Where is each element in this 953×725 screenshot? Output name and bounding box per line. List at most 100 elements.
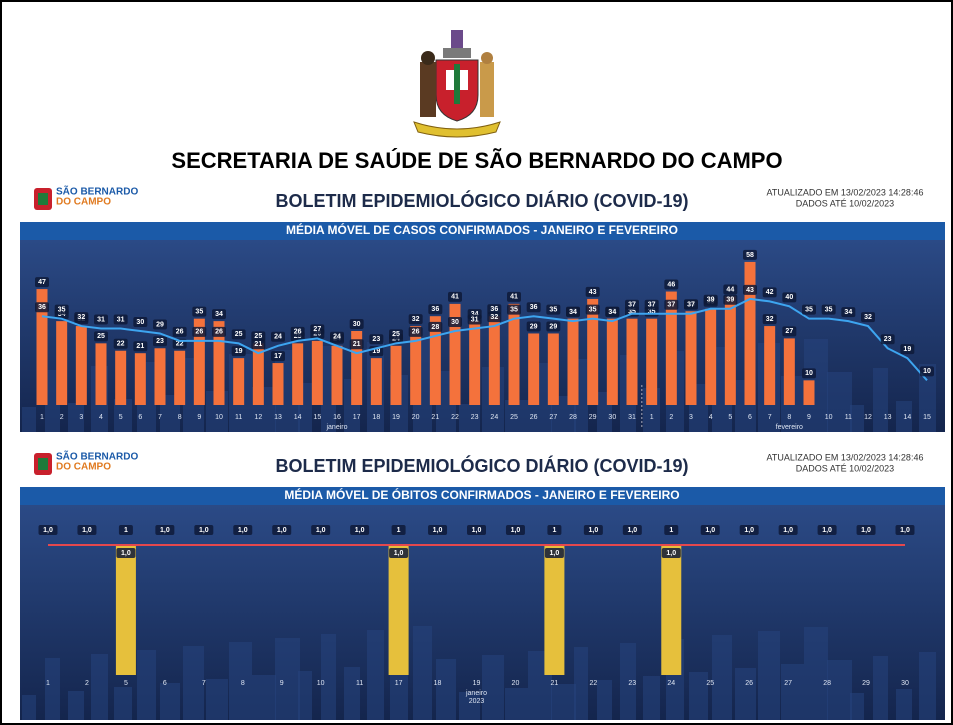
skyline	[620, 643, 636, 720]
brand-line: DO CAMPO	[56, 462, 111, 473]
line-value-label: 26	[215, 329, 223, 336]
label-box	[841, 307, 856, 318]
x-tick-label: 6	[748, 414, 752, 421]
skyline	[252, 675, 276, 720]
line-value-label: 1,0	[588, 527, 598, 534]
bar	[626, 318, 638, 405]
label-box	[544, 548, 564, 558]
x-tick-label: 28	[823, 680, 831, 687]
label-box	[231, 329, 246, 340]
x-tick-label: 23	[628, 680, 636, 687]
bar-value-label: 22	[176, 341, 184, 348]
x-tick-label: 27	[784, 680, 792, 687]
label-box	[700, 525, 720, 535]
line-value-label: 1	[397, 527, 401, 534]
label-box	[778, 525, 798, 535]
skyline	[551, 684, 576, 720]
skyline	[22, 407, 36, 432]
label-box	[900, 344, 915, 355]
skyline	[114, 399, 132, 432]
label-box	[212, 326, 226, 337]
label-box	[94, 331, 108, 342]
x-tick-label: 25	[706, 680, 714, 687]
x-tick-label: 9	[197, 414, 201, 421]
line-value-label: 1	[669, 527, 673, 534]
line-value-label: 35	[825, 307, 833, 314]
x-tick-label: 9	[280, 680, 284, 687]
label-box	[428, 321, 443, 332]
bar	[488, 316, 500, 405]
line-value-label: 1,0	[277, 527, 287, 534]
bar-value-label: 30	[353, 321, 361, 328]
x-tick-label: 26	[745, 680, 753, 687]
bar	[311, 340, 323, 405]
bar	[606, 318, 618, 405]
label-box	[389, 329, 403, 340]
x-tick-label: 8	[241, 680, 245, 687]
label-box	[743, 284, 757, 295]
x-tick-label: 31	[628, 414, 636, 421]
x-tick-label: 11	[356, 680, 363, 687]
label-box	[583, 525, 603, 535]
label-box	[703, 294, 718, 305]
line-value-label: 1,0	[783, 527, 793, 534]
x-tick-label: 30	[901, 680, 909, 687]
label-box	[118, 525, 133, 535]
label-box	[212, 309, 226, 320]
bar	[370, 358, 382, 405]
skyline	[919, 364, 936, 432]
line-value-label: 42	[766, 289, 774, 296]
line-value-label: 34	[569, 309, 577, 316]
bar	[508, 303, 520, 405]
x-tick-label: 15	[313, 414, 321, 421]
skyline	[183, 646, 204, 720]
skyline	[229, 642, 252, 720]
x-tick-label: 13	[884, 414, 892, 421]
label-box	[428, 525, 448, 535]
x-tick-label: 12	[254, 414, 262, 421]
label-box	[428, 304, 443, 315]
skyline	[896, 401, 912, 432]
bar-value-label: 25	[254, 333, 262, 340]
x-tick-label: 30	[608, 414, 616, 421]
x-tick-label: 3	[689, 414, 693, 421]
bar-value-label: 1,0	[550, 550, 560, 557]
line-value-label: 32	[490, 314, 498, 321]
bar	[292, 343, 304, 405]
bar	[528, 333, 540, 405]
skyline	[275, 638, 300, 720]
skyline	[873, 656, 888, 720]
label-box	[153, 336, 167, 347]
label-box	[487, 312, 502, 323]
x-tick-label: 7	[768, 414, 772, 421]
coat-of-arms	[413, 30, 501, 138]
bar	[351, 331, 363, 405]
line-value-label: 34	[844, 309, 852, 316]
bar	[429, 316, 441, 405]
x-tick-label: 1	[40, 414, 44, 421]
line-value-label: 40	[785, 294, 793, 301]
label-box	[233, 525, 253, 535]
x-tick-label: 21	[431, 414, 439, 421]
label-box	[389, 548, 409, 558]
x-tick-label: 10	[215, 414, 223, 421]
bar-value-label: 43	[589, 289, 597, 296]
label-box	[743, 249, 757, 260]
label-box	[856, 525, 876, 535]
skyline	[850, 405, 864, 432]
line-value-label: 1,0	[433, 527, 443, 534]
line-value-label: 1,0	[316, 527, 326, 534]
label-box	[664, 525, 679, 535]
x-tick-label: 26	[530, 414, 538, 421]
label-box	[272, 525, 292, 535]
x-tick-label: 1	[650, 414, 654, 421]
moving-average-line	[41, 297, 928, 381]
page-title: SECRETARIA DE SAÚDE DE SÃO BERNARDO DO C…	[171, 148, 782, 173]
x-tick-label: 12	[864, 414, 872, 421]
skyline	[68, 403, 84, 432]
x-tick-label: 1	[46, 680, 50, 687]
line-value-label: 1,0	[82, 527, 92, 534]
bar-value-label: 29	[530, 323, 538, 330]
